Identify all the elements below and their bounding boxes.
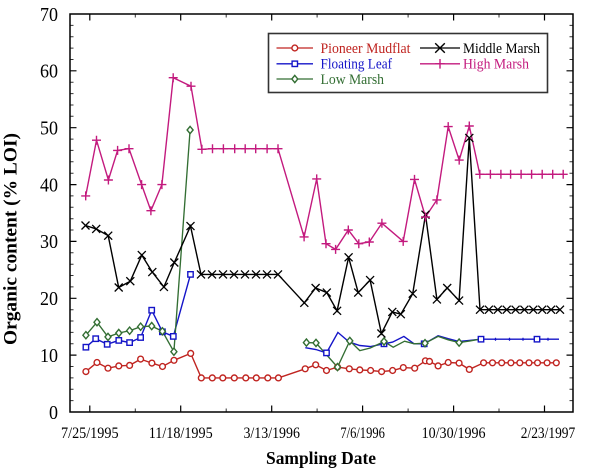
svg-text:7/6/1996: 7/6/1996 xyxy=(340,425,385,442)
svg-text:20: 20 xyxy=(40,288,58,310)
svg-text:High Marsh: High Marsh xyxy=(463,57,530,73)
svg-text:3/13/1996: 3/13/1996 xyxy=(243,425,300,442)
svg-text:Floating Leaf: Floating Leaf xyxy=(321,57,393,73)
svg-text:2/23/1997: 2/23/1997 xyxy=(521,425,576,442)
svg-text:7/25/1995: 7/25/1995 xyxy=(61,425,119,442)
svg-text:60: 60 xyxy=(40,61,58,83)
svg-text:30: 30 xyxy=(40,231,58,253)
svg-text:50: 50 xyxy=(40,118,58,140)
svg-text:Middle Marsh: Middle Marsh xyxy=(463,41,541,57)
svg-text:Organic content (% LOI): Organic content (% LOI) xyxy=(1,133,22,345)
svg-text:Pioneer Mudflat: Pioneer Mudflat xyxy=(321,41,411,57)
svg-text:0: 0 xyxy=(49,402,58,424)
svg-text:11/18/1995: 11/18/1995 xyxy=(149,425,213,442)
svg-text:10/30/1996: 10/30/1996 xyxy=(422,425,486,442)
svg-text:10: 10 xyxy=(40,345,58,367)
svg-text:40: 40 xyxy=(40,174,58,196)
svg-text:Low Marsh: Low Marsh xyxy=(321,72,385,88)
svg-text:70: 70 xyxy=(40,4,58,26)
svg-text:Sampling Date: Sampling Date xyxy=(266,448,376,468)
